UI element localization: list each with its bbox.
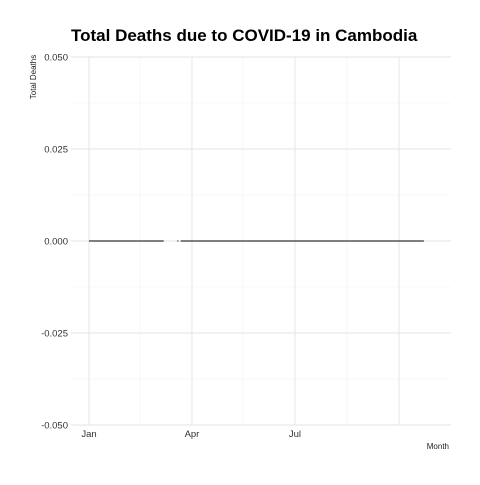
x-tick-label: Apr <box>185 429 200 440</box>
x-tick-label: Jul <box>289 429 301 440</box>
y-tick-label: 0.000 <box>44 237 68 248</box>
y-tick-label: -0.050 <box>41 421 68 432</box>
chart-title: Total Deaths due to COVID-19 in Cambodia <box>71 26 418 45</box>
y-tick-label: 0.025 <box>44 145 68 156</box>
x-tick-label: Jan <box>81 429 96 440</box>
y-axis-label: Total Deaths <box>29 55 38 99</box>
y-tick-labels: 0.050 0.025 0.000 -0.025 -0.050 <box>41 53 68 432</box>
x-tick-labels: Jan Apr Jul <box>81 429 301 440</box>
y-tick-label: -0.025 <box>41 329 68 340</box>
x-axis-label: Month <box>427 442 449 451</box>
y-tick-label: 0.050 <box>44 53 68 64</box>
